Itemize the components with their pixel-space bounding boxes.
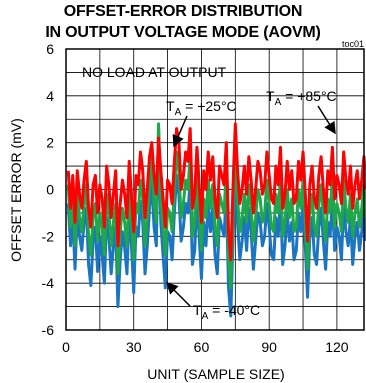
plot-series	[66, 122, 366, 318]
label-m40c-prefix: T	[193, 302, 202, 318]
condition-annotation: NO LOAD AT OUTPUT	[82, 64, 227, 80]
series-line-green	[66, 122, 366, 290]
y-tick-label: 2	[46, 135, 54, 151]
y-tick-labels: 6 4 2 0 -2 -4 -6	[42, 41, 55, 338]
arrow-85c	[317, 105, 336, 135]
x-tick-label: 90	[261, 339, 277, 355]
x-axis-title: UNIT (SAMPLE SIZE)	[147, 366, 284, 382]
label-25c-suffix: = +25°C	[181, 98, 236, 114]
x-tick-label: 0	[62, 339, 70, 355]
arrow-25c	[172, 115, 188, 148]
label-m40c: TA = -40°C	[193, 302, 260, 322]
label-m40c-suffix: = -40°C	[208, 302, 260, 318]
y-tick-label: 0	[46, 182, 54, 198]
y-tick-label: 4	[46, 88, 54, 104]
figure-code: toc01	[341, 39, 364, 49]
y-tick-label: 6	[46, 41, 54, 57]
y-tick-label: -6	[42, 322, 55, 338]
label-85c-suffix: = +85°C	[281, 88, 336, 104]
y-tick-label: -2	[42, 228, 55, 244]
label-25c-sub: A	[175, 107, 182, 118]
x-tick-label: 30	[126, 339, 142, 355]
label-85c-prefix: T	[266, 88, 275, 104]
y-axis-title: OFFSET ERROR (mV)	[8, 118, 24, 262]
label-25c-prefix: T	[166, 98, 175, 114]
arrow-m40c	[165, 281, 191, 307]
series-line-red	[66, 122, 366, 262]
label-85c: TA = +85°C	[266, 88, 337, 108]
label-m40c-sub: A	[202, 311, 209, 322]
label-85c-sub: A	[275, 97, 282, 108]
plot-frame	[65, 48, 365, 331]
y-tick-label: -4	[42, 275, 55, 291]
series-line-blue	[66, 127, 366, 318]
x-tick-labels: 0 30 60 90 120	[62, 339, 349, 355]
x-tick-label: 60	[194, 339, 210, 355]
x-tick-label: 120	[325, 339, 349, 355]
chart-title-line2: IN OUTPUT VOLTAGE MODE (AOVM)	[45, 24, 321, 41]
label-25c: TA = +25°C	[166, 98, 237, 118]
chart-title-line1: OFFSET-ERROR DISTRIBUTION	[63, 3, 303, 20]
